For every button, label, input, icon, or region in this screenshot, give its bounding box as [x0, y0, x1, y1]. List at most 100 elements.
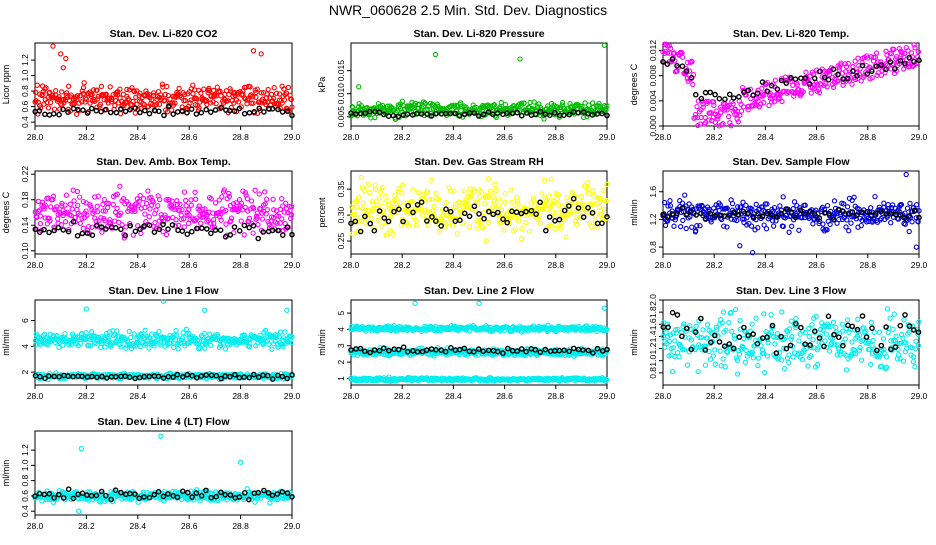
scatter-point — [213, 108, 217, 112]
scatter-point — [713, 362, 717, 366]
scatter-point — [425, 112, 429, 116]
x-tick-label: 29.0 — [599, 132, 616, 142]
scatter-point — [184, 204, 188, 208]
scatter-point — [444, 207, 448, 211]
scatter-point — [685, 363, 689, 367]
scatter-point — [283, 330, 287, 334]
scatter-point — [482, 217, 486, 221]
x-tick-label: 28.8 — [232, 132, 249, 142]
scatter-point — [387, 219, 391, 223]
scatter-point — [534, 212, 538, 216]
x-tick-label: 28.0 — [27, 132, 44, 142]
scatter-point — [503, 192, 507, 196]
scatter-point — [494, 188, 498, 192]
scatter-point — [425, 219, 429, 223]
scatter-point — [458, 348, 462, 352]
scatter-point — [849, 221, 853, 225]
scatter-point — [81, 108, 85, 112]
scatter-point — [892, 312, 896, 316]
scatter-point — [124, 109, 128, 113]
scatter-point — [910, 220, 914, 224]
scatter-point — [764, 227, 768, 231]
scatter-point — [824, 332, 828, 336]
scatter-point — [678, 199, 682, 203]
scatter-point — [204, 108, 208, 112]
x-tick-label: 29.0 — [911, 132, 928, 142]
scatter-point — [406, 204, 410, 208]
scatter-point — [813, 76, 817, 80]
x-tick-label: 28.4 — [130, 132, 147, 142]
scatter-point — [439, 224, 443, 228]
y-tick-label: 0.6 — [20, 100, 30, 112]
scatter-point — [209, 343, 213, 347]
scatter-point — [515, 195, 519, 199]
scatter-point — [499, 100, 503, 104]
scatter-point — [213, 228, 217, 232]
scatter-point — [52, 112, 56, 116]
scatter-point — [49, 205, 53, 209]
scatter-point — [101, 202, 105, 206]
scatter-point — [766, 354, 770, 358]
scatter-point — [734, 307, 738, 311]
scatter-point — [723, 365, 727, 369]
scatter-point — [147, 112, 151, 116]
scatter-point — [373, 183, 377, 187]
scatter-point — [743, 360, 747, 364]
scatter-point — [413, 301, 417, 305]
scatter-point — [823, 211, 827, 215]
scatter-point — [391, 232, 395, 236]
scatter-point — [762, 312, 766, 316]
scatter-point — [708, 90, 712, 94]
x-tick-label: 28.4 — [130, 391, 147, 401]
scatter-point — [600, 221, 604, 225]
y-tick-label: 1.4 — [648, 330, 658, 342]
scatter-point — [502, 228, 506, 232]
scatter-point — [763, 370, 767, 374]
scatter-point — [68, 202, 72, 206]
scatter-point — [35, 83, 39, 87]
scatter-point — [807, 334, 811, 338]
scatter-point — [414, 224, 418, 228]
scatter-point — [161, 222, 165, 226]
scatter-point — [357, 85, 361, 89]
scatter-point — [94, 109, 98, 113]
y-tick-label: 0.000 — [648, 115, 658, 137]
scatter-point — [64, 220, 68, 224]
scatter-point — [60, 90, 64, 94]
scatter-point — [156, 204, 160, 208]
scatter-point — [138, 91, 142, 95]
scatter-point — [846, 205, 850, 209]
scatter-point — [133, 106, 137, 110]
scatter-point — [597, 205, 601, 209]
scatter-point — [850, 82, 854, 86]
scatter-point — [467, 225, 471, 229]
scatter-point — [143, 328, 147, 332]
scatter-point — [722, 214, 726, 218]
scatter-point — [760, 80, 764, 84]
scatter-point — [915, 203, 919, 207]
scatter-point — [840, 322, 844, 326]
scatter-point — [152, 230, 156, 234]
y-tick-label: 3 — [336, 343, 346, 348]
scatter-point — [728, 92, 732, 96]
y-tick-label: 0.8 — [648, 241, 658, 253]
x-tick-label: 28.0 — [343, 260, 360, 270]
scatter-point — [359, 111, 363, 115]
scatter-point — [366, 182, 370, 186]
y-axis-label: ml/min — [629, 199, 639, 226]
scatter-point — [200, 226, 204, 230]
panel-title: Stan. Dev. Line 1 Flow — [108, 285, 219, 297]
scatter-point — [882, 201, 886, 205]
x-tick-label: 28.6 — [808, 391, 825, 401]
scatter-point — [80, 231, 84, 235]
scatter-point — [463, 211, 467, 215]
scatter-point — [794, 317, 798, 321]
scatter-point — [844, 368, 848, 372]
scatter-point — [190, 107, 194, 111]
scatter-point — [756, 91, 760, 95]
data-points — [661, 307, 921, 376]
y-axis-label: degrees C — [629, 63, 639, 105]
scatter-point — [219, 228, 223, 232]
